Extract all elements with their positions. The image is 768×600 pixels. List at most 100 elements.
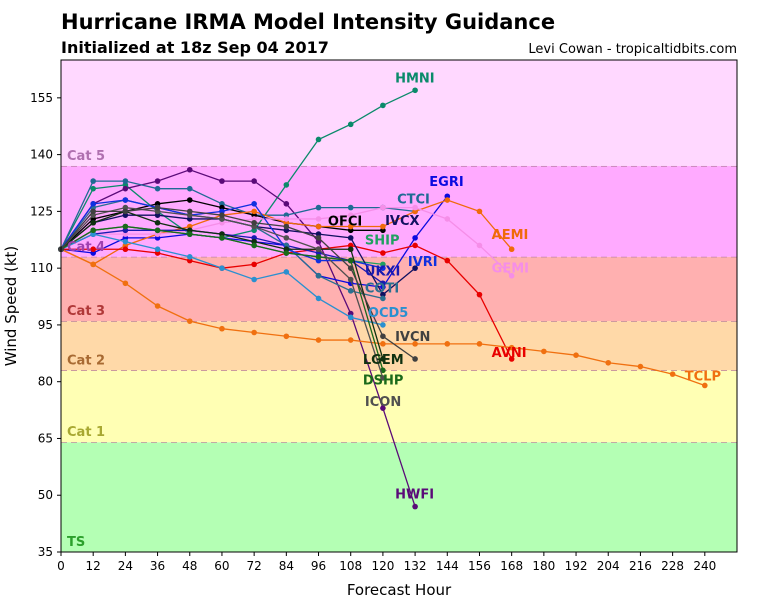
data-point-gemi xyxy=(476,242,483,249)
series-label-ivri: IVRI xyxy=(408,255,438,270)
data-point-ivri xyxy=(122,197,129,203)
data-point-hwfi xyxy=(380,405,386,411)
data-point-aemi xyxy=(476,208,483,215)
data-point-coti xyxy=(347,288,354,294)
data-point-hwfi xyxy=(154,178,161,184)
data-point-coti xyxy=(315,272,322,279)
x-tick-label: 168 xyxy=(500,559,523,573)
data-point-hwfi xyxy=(219,178,225,184)
series-line-ivcn xyxy=(60,206,416,360)
data-point-tclp xyxy=(508,344,515,351)
x-tick-label: 228 xyxy=(661,559,684,573)
data-point-hwfi xyxy=(412,503,418,510)
band-label: Cat 4 xyxy=(67,240,105,255)
data-point-hwfi xyxy=(251,178,257,184)
data-point-aemi xyxy=(508,246,515,253)
data-point-tclp xyxy=(251,329,257,336)
band-label: Cat 3 xyxy=(67,304,105,319)
y-tick-label: 125 xyxy=(30,204,53,218)
data-point-tclp xyxy=(605,359,612,366)
data-point-gemi xyxy=(412,204,418,211)
data-point-ivcn xyxy=(122,208,129,215)
series-label-avni: AVNI xyxy=(492,346,527,361)
series-label-aemi: AEMI xyxy=(492,228,529,243)
data-point-ivcx xyxy=(347,235,354,241)
chart-subtitle: Initialized at 18z Sep 04 2017 xyxy=(61,38,329,57)
data-point-dshp xyxy=(219,235,225,241)
series-label-ukxi: UKXI xyxy=(365,264,401,279)
y-tick-label: 65 xyxy=(38,431,53,445)
data-point-ivcn xyxy=(251,219,257,226)
band-label: TS xyxy=(67,535,85,550)
series-label-hmni: HMNI xyxy=(395,71,435,86)
series-label-icon: ICON xyxy=(365,395,401,410)
data-point-tclp xyxy=(347,337,354,343)
data-point-coti xyxy=(380,295,386,302)
y-tick-label: 155 xyxy=(30,91,53,105)
data-point-ocd5 xyxy=(283,269,290,275)
data-point-ukxi xyxy=(380,280,386,287)
band-label: Cat 5 xyxy=(67,149,105,164)
data-point-avni xyxy=(412,242,418,249)
data-point-tclp xyxy=(154,303,161,309)
data-point-avni xyxy=(476,291,483,298)
data-point-gemi xyxy=(444,216,451,222)
data-point-ivcn xyxy=(90,208,96,215)
data-point-ocd5 xyxy=(380,322,386,328)
data-point-tclp xyxy=(412,341,418,347)
x-axis-label: Forecast Hour xyxy=(347,581,452,599)
data-point-ivri xyxy=(90,201,96,207)
data-point-tclp xyxy=(476,341,483,347)
credit: Levi Cowan - tropicaltidbits.com xyxy=(528,42,737,57)
data-point-icon xyxy=(315,246,322,253)
data-point-dshp xyxy=(90,227,96,234)
x-tick-label: 120 xyxy=(371,559,394,573)
data-point-tclp xyxy=(219,325,225,332)
data-point-tclp xyxy=(90,261,96,268)
data-point-ctci xyxy=(186,185,193,192)
x-tick-label: 180 xyxy=(532,559,555,573)
series-label-dshp: DSHP xyxy=(363,373,404,388)
data-point-ocd5 xyxy=(315,295,322,302)
data-point-aemi xyxy=(347,223,354,230)
data-point-lgem xyxy=(347,246,354,253)
data-point-ivcn xyxy=(412,356,418,362)
data-point-aemi xyxy=(251,208,257,215)
data-point-avni xyxy=(380,250,386,256)
data-point-icon xyxy=(347,276,354,283)
data-point-hmni xyxy=(90,185,96,192)
data-point-hwfi xyxy=(283,201,290,207)
series-line-hmni xyxy=(60,89,416,250)
band-label: Cat 2 xyxy=(67,353,105,368)
series-label-gemi: GEMI xyxy=(492,262,529,277)
data-point-aemi xyxy=(315,223,322,230)
data-point-dshp xyxy=(251,242,257,249)
data-point-ctci xyxy=(347,204,354,211)
x-tick-label: 204 xyxy=(597,559,620,573)
data-point-gemi xyxy=(380,204,386,211)
data-point-tclp xyxy=(186,318,193,324)
data-point-dshp xyxy=(347,257,354,264)
data-point-ivcn xyxy=(283,223,290,230)
data-point-dshp xyxy=(154,227,161,234)
series-label-ship: SHIP xyxy=(365,233,400,248)
data-point-ivcn xyxy=(315,235,322,241)
data-point-ocd5 xyxy=(122,238,129,245)
y-tick-label: 35 xyxy=(38,545,53,559)
x-tick-label: 96 xyxy=(311,559,326,573)
data-point-hmni xyxy=(315,136,322,143)
data-point-ocd5 xyxy=(154,246,161,253)
series-label-ocd5: OCD5 xyxy=(368,306,408,321)
series-label-lgem: LGEM xyxy=(363,353,404,368)
data-point-avni xyxy=(90,246,96,253)
data-point-tclp xyxy=(380,341,386,347)
series-label-hwfi: HWFI xyxy=(395,488,434,503)
data-point-ivcn xyxy=(347,265,354,271)
x-tick-label: 60 xyxy=(214,559,229,573)
series-label-ofci: OFCI xyxy=(328,214,362,229)
data-point-ocd5 xyxy=(219,265,225,271)
y-tick-label: 110 xyxy=(30,261,53,275)
x-tick-label: 192 xyxy=(565,559,588,573)
band-label: Cat 1 xyxy=(67,425,105,440)
